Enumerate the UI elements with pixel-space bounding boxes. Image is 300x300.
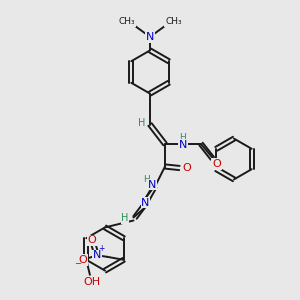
Text: H: H — [122, 213, 129, 223]
Text: N: N — [146, 32, 154, 42]
Text: CH₃: CH₃ — [165, 17, 182, 26]
Text: N: N — [92, 250, 101, 260]
Text: H: H — [138, 118, 145, 128]
Text: O: O — [88, 235, 97, 245]
Text: N: N — [148, 179, 157, 190]
Text: OH: OH — [83, 277, 100, 287]
Text: H: H — [180, 134, 186, 142]
Text: CH₃: CH₃ — [118, 17, 135, 26]
Text: +: + — [98, 244, 104, 253]
Text: O: O — [212, 159, 221, 169]
Text: H: H — [144, 175, 150, 184]
Text: O: O — [79, 255, 88, 265]
Text: N: N — [179, 140, 187, 150]
Text: −: − — [74, 260, 81, 268]
Text: N: N — [141, 197, 150, 208]
Text: O: O — [182, 163, 191, 173]
